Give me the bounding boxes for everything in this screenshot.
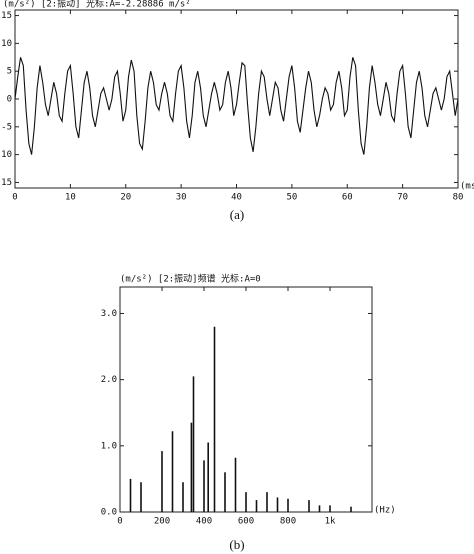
x-tick-label: 400 (196, 517, 212, 527)
y-tick-label: 3.0 (101, 309, 117, 319)
x-tick-label: 200 (154, 517, 170, 527)
y-tick-label: 10 (1, 39, 12, 49)
x-tick-label: 0 (117, 517, 122, 527)
x-tick-label: 30 (176, 193, 187, 203)
plot-frame (119, 286, 373, 513)
x-axis-label: (ms) (460, 182, 474, 192)
x-tick-label: 80 (453, 193, 464, 203)
x-tick-label: 50 (286, 193, 297, 203)
x-tick-label: 20 (120, 193, 131, 203)
caption: (a) (230, 207, 244, 222)
waveform (14, 57, 459, 155)
x-tick-label: 60 (342, 193, 353, 203)
x-tick-label: 800 (280, 517, 296, 527)
chart-title: (m/s²) [2:振动]频谱 光标:A=0 (120, 273, 261, 285)
x-tick-label: 0 (12, 193, 17, 203)
y-tick-label: -5 (1, 122, 12, 132)
x-tick-label: 40 (231, 193, 242, 203)
y-tick-label: -15 (0, 178, 12, 188)
chart-title: (m/s²) [2:振动] 光标:A=-2.28886 m/s² (3, 0, 191, 10)
x-tick-label: 1k (325, 517, 336, 527)
x-axis-label: (Hz) (374, 506, 396, 516)
y-tick-label: 15 (1, 11, 12, 21)
y-tick-label: 0.0 (101, 508, 117, 518)
y-tick-label: 5 (7, 67, 12, 77)
x-tick-label: 10 (65, 193, 76, 203)
y-tick-label: 0 (7, 95, 12, 105)
plot-frame (14, 9, 459, 189)
x-tick-label: 70 (397, 193, 408, 203)
y-tick-label: -10 (0, 150, 12, 160)
caption: (b) (229, 537, 244, 552)
y-tick-label: 1.0 (101, 441, 117, 451)
x-tick-label: 600 (238, 517, 254, 527)
y-tick-label: 2.0 (101, 375, 117, 385)
